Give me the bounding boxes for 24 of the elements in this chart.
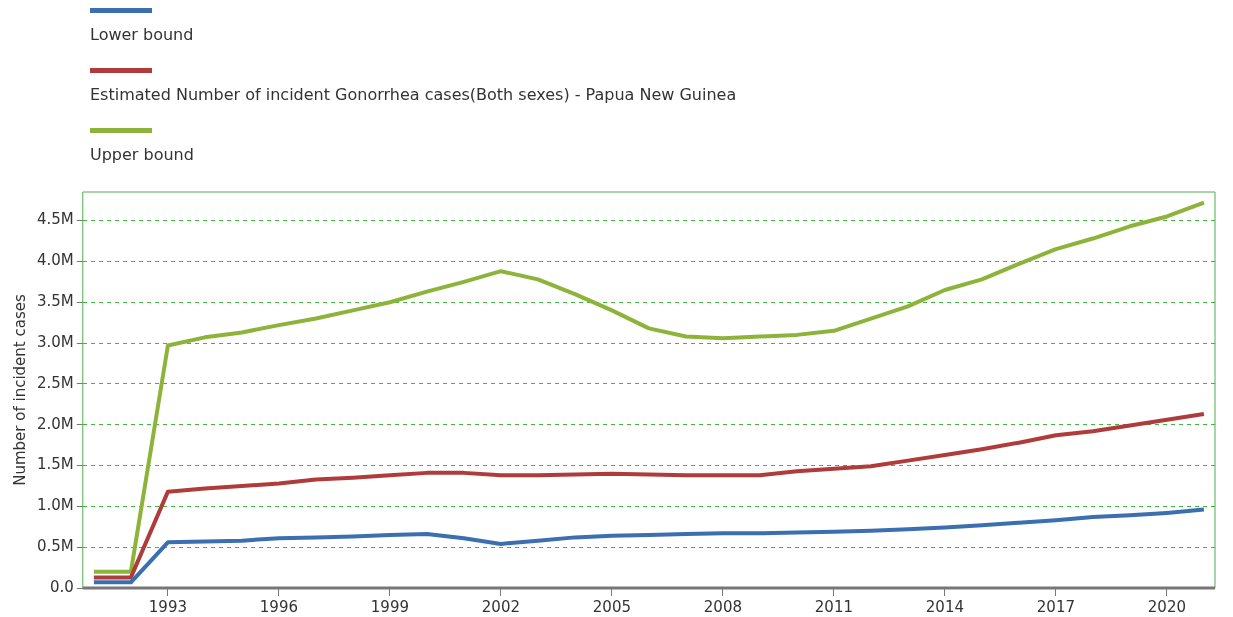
y-tick-label: 0.0 [49,577,74,596]
legend-label: Estimated Number of incident Gonorrhea cases(Both sexes) - Papua New Guinea [90,85,738,104]
y-tick-label: 0.5M [37,537,74,556]
y-tick-label: 4.0M [37,251,74,270]
x-tick-label: 2002 [481,597,520,616]
y-axis-title: Number of incident cases [10,294,29,486]
y-tick-label: 1.0M [37,496,74,515]
x-tick-label: 1996 [259,597,298,616]
x-tick-label: 2020 [1147,597,1186,616]
y-tick-label: 1.5M [37,455,74,474]
x-tick-label: 2005 [592,597,631,616]
x-tick-label: 1999 [370,597,409,616]
legend-label: Upper bound [90,145,195,164]
x-tick-label: 2008 [703,597,742,616]
x-tick-label: 2017 [1036,597,1075,616]
y-tick-label: 3.0M [37,332,74,351]
y-tick-label: 2.0M [37,414,74,433]
x-tick-label: 2014 [925,597,964,616]
x-tick-label: 1993 [148,597,187,616]
y-tick-label: 4.5M [37,210,74,229]
y-tick-label: 2.5M [37,373,74,392]
y-tick-label: 3.5M [37,292,74,311]
x-tick-label: 2011 [814,597,853,616]
legend-label: Lower bound [90,25,195,44]
